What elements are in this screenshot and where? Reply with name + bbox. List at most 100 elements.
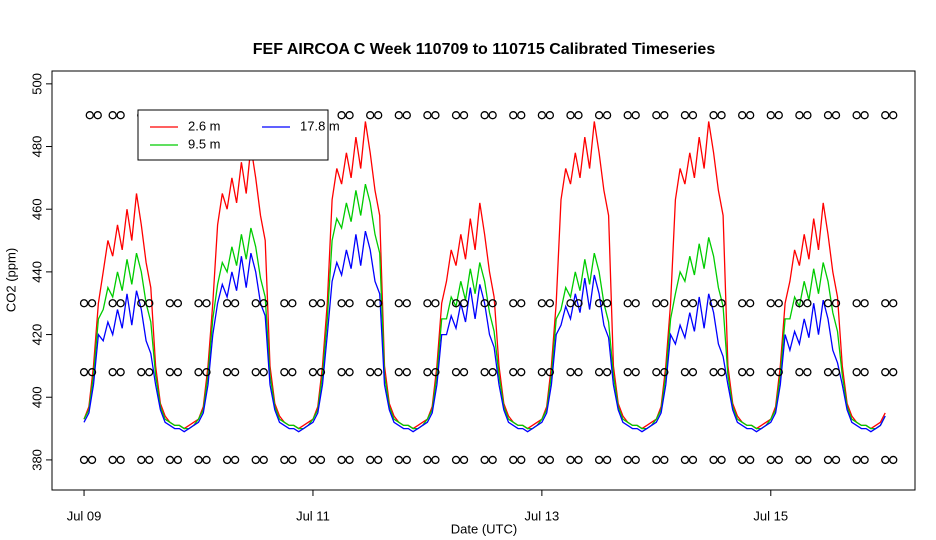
calibration-point: [459, 299, 469, 308]
calibration-point: [631, 455, 640, 465]
calibration-point: [337, 111, 346, 120]
calibration-point: [402, 368, 411, 377]
calibration-point: [652, 368, 661, 377]
calibration-point: [308, 368, 318, 377]
calibration-point: [566, 368, 575, 377]
calibration-point: [774, 299, 783, 308]
calibration-point: [423, 455, 432, 465]
calibration-point: [202, 455, 211, 465]
calibration-point: [459, 455, 469, 465]
calibration-point: [259, 368, 268, 377]
calibration-point: [280, 368, 289, 377]
y-tick-label: 480: [29, 136, 44, 158]
calibration-point: [680, 299, 690, 308]
calibration-point: [251, 299, 260, 308]
calibration-point: [509, 368, 518, 377]
calibration-point: [137, 299, 146, 308]
calibration-point: [93, 111, 102, 120]
calibration-point: [394, 111, 403, 120]
calibration-point: [746, 111, 755, 120]
calibration-point: [803, 299, 812, 308]
calibration-point: [366, 455, 375, 465]
calibration-point: [251, 455, 260, 465]
calibration-point: [423, 299, 432, 308]
calibration-point: [594, 111, 604, 120]
calibration-point: [881, 455, 890, 465]
y-axis-label: CO2 (ppm): [3, 248, 18, 312]
calibration-point: [194, 368, 203, 377]
calibration-point: [766, 368, 775, 377]
calibration-point: [660, 299, 669, 308]
calibration-point: [631, 368, 640, 377]
calibration-point: [85, 111, 94, 120]
calibration-point: [709, 455, 718, 465]
calibration-point: [889, 455, 898, 465]
calibration-point: [594, 455, 604, 465]
calibration-point: [766, 299, 775, 308]
calibration-point: [574, 368, 583, 377]
calibration-point: [394, 368, 403, 377]
calibration-point: [823, 299, 833, 308]
calibration-point: [545, 299, 555, 308]
calibration-point: [688, 299, 698, 308]
calibration-point: [889, 299, 898, 308]
calibration-point: [222, 455, 232, 465]
calibration-point: [574, 455, 583, 465]
calibration-point: [366, 299, 375, 308]
calibration-point: [202, 368, 211, 377]
calibration-point: [280, 299, 289, 308]
calibration-point: [108, 455, 117, 465]
calibration-point: [137, 368, 146, 377]
calibration-point: [230, 455, 240, 465]
calibration-point: [451, 368, 461, 377]
calibration-point: [316, 368, 326, 377]
calibration-point: [259, 455, 268, 465]
calibration-point: [602, 299, 612, 308]
calibration-point: [79, 368, 89, 377]
calibration-point: [116, 455, 125, 465]
series-line: [83, 183, 886, 430]
calibration-point: [451, 455, 461, 465]
calibration-point: [766, 455, 775, 465]
calibration-point: [165, 455, 175, 465]
calibration-point: [860, 111, 869, 120]
calibration-point: [831, 111, 841, 120]
calibration-point: [852, 368, 861, 377]
calibration-point: [831, 368, 841, 377]
calibration-point: [345, 299, 354, 308]
calibration-point: [803, 455, 812, 465]
calibration-point: [680, 455, 690, 465]
x-tick-label: Jul 13: [525, 508, 560, 523]
calibration-point: [680, 111, 690, 120]
calibration-point: [431, 111, 440, 120]
calibration-point: [860, 299, 869, 308]
calibration-point: [288, 299, 297, 308]
calibration-point: [688, 111, 698, 120]
calibration-point: [173, 299, 183, 308]
calibration-point: [566, 111, 575, 120]
calibration-point: [652, 111, 661, 120]
x-tick-label: Jul 11: [296, 508, 330, 523]
calibration-point: [594, 368, 604, 377]
calibration-point: [889, 111, 898, 120]
calibration-point: [108, 368, 117, 377]
calibration-point: [288, 368, 297, 377]
calibration-point: [795, 455, 804, 465]
calibration-point: [537, 455, 547, 465]
calibration-point: [451, 299, 461, 308]
y-tick-label: 500: [29, 73, 44, 95]
calibration-point: [509, 111, 518, 120]
calibration-point: [374, 299, 383, 308]
y-tick-label: 400: [29, 386, 44, 408]
calibration-point: [623, 455, 632, 465]
legend-label: 2.6 m: [188, 118, 221, 133]
calibration-point: [480, 111, 489, 120]
calibration-point: [717, 368, 726, 377]
calibration-point: [431, 368, 440, 377]
calibration-point: [709, 111, 718, 120]
calibration-point: [795, 111, 804, 120]
calibration-point: [488, 368, 497, 377]
calibration-point: [116, 368, 125, 377]
calibration-point: [852, 111, 861, 120]
calibration-point: [431, 455, 440, 465]
